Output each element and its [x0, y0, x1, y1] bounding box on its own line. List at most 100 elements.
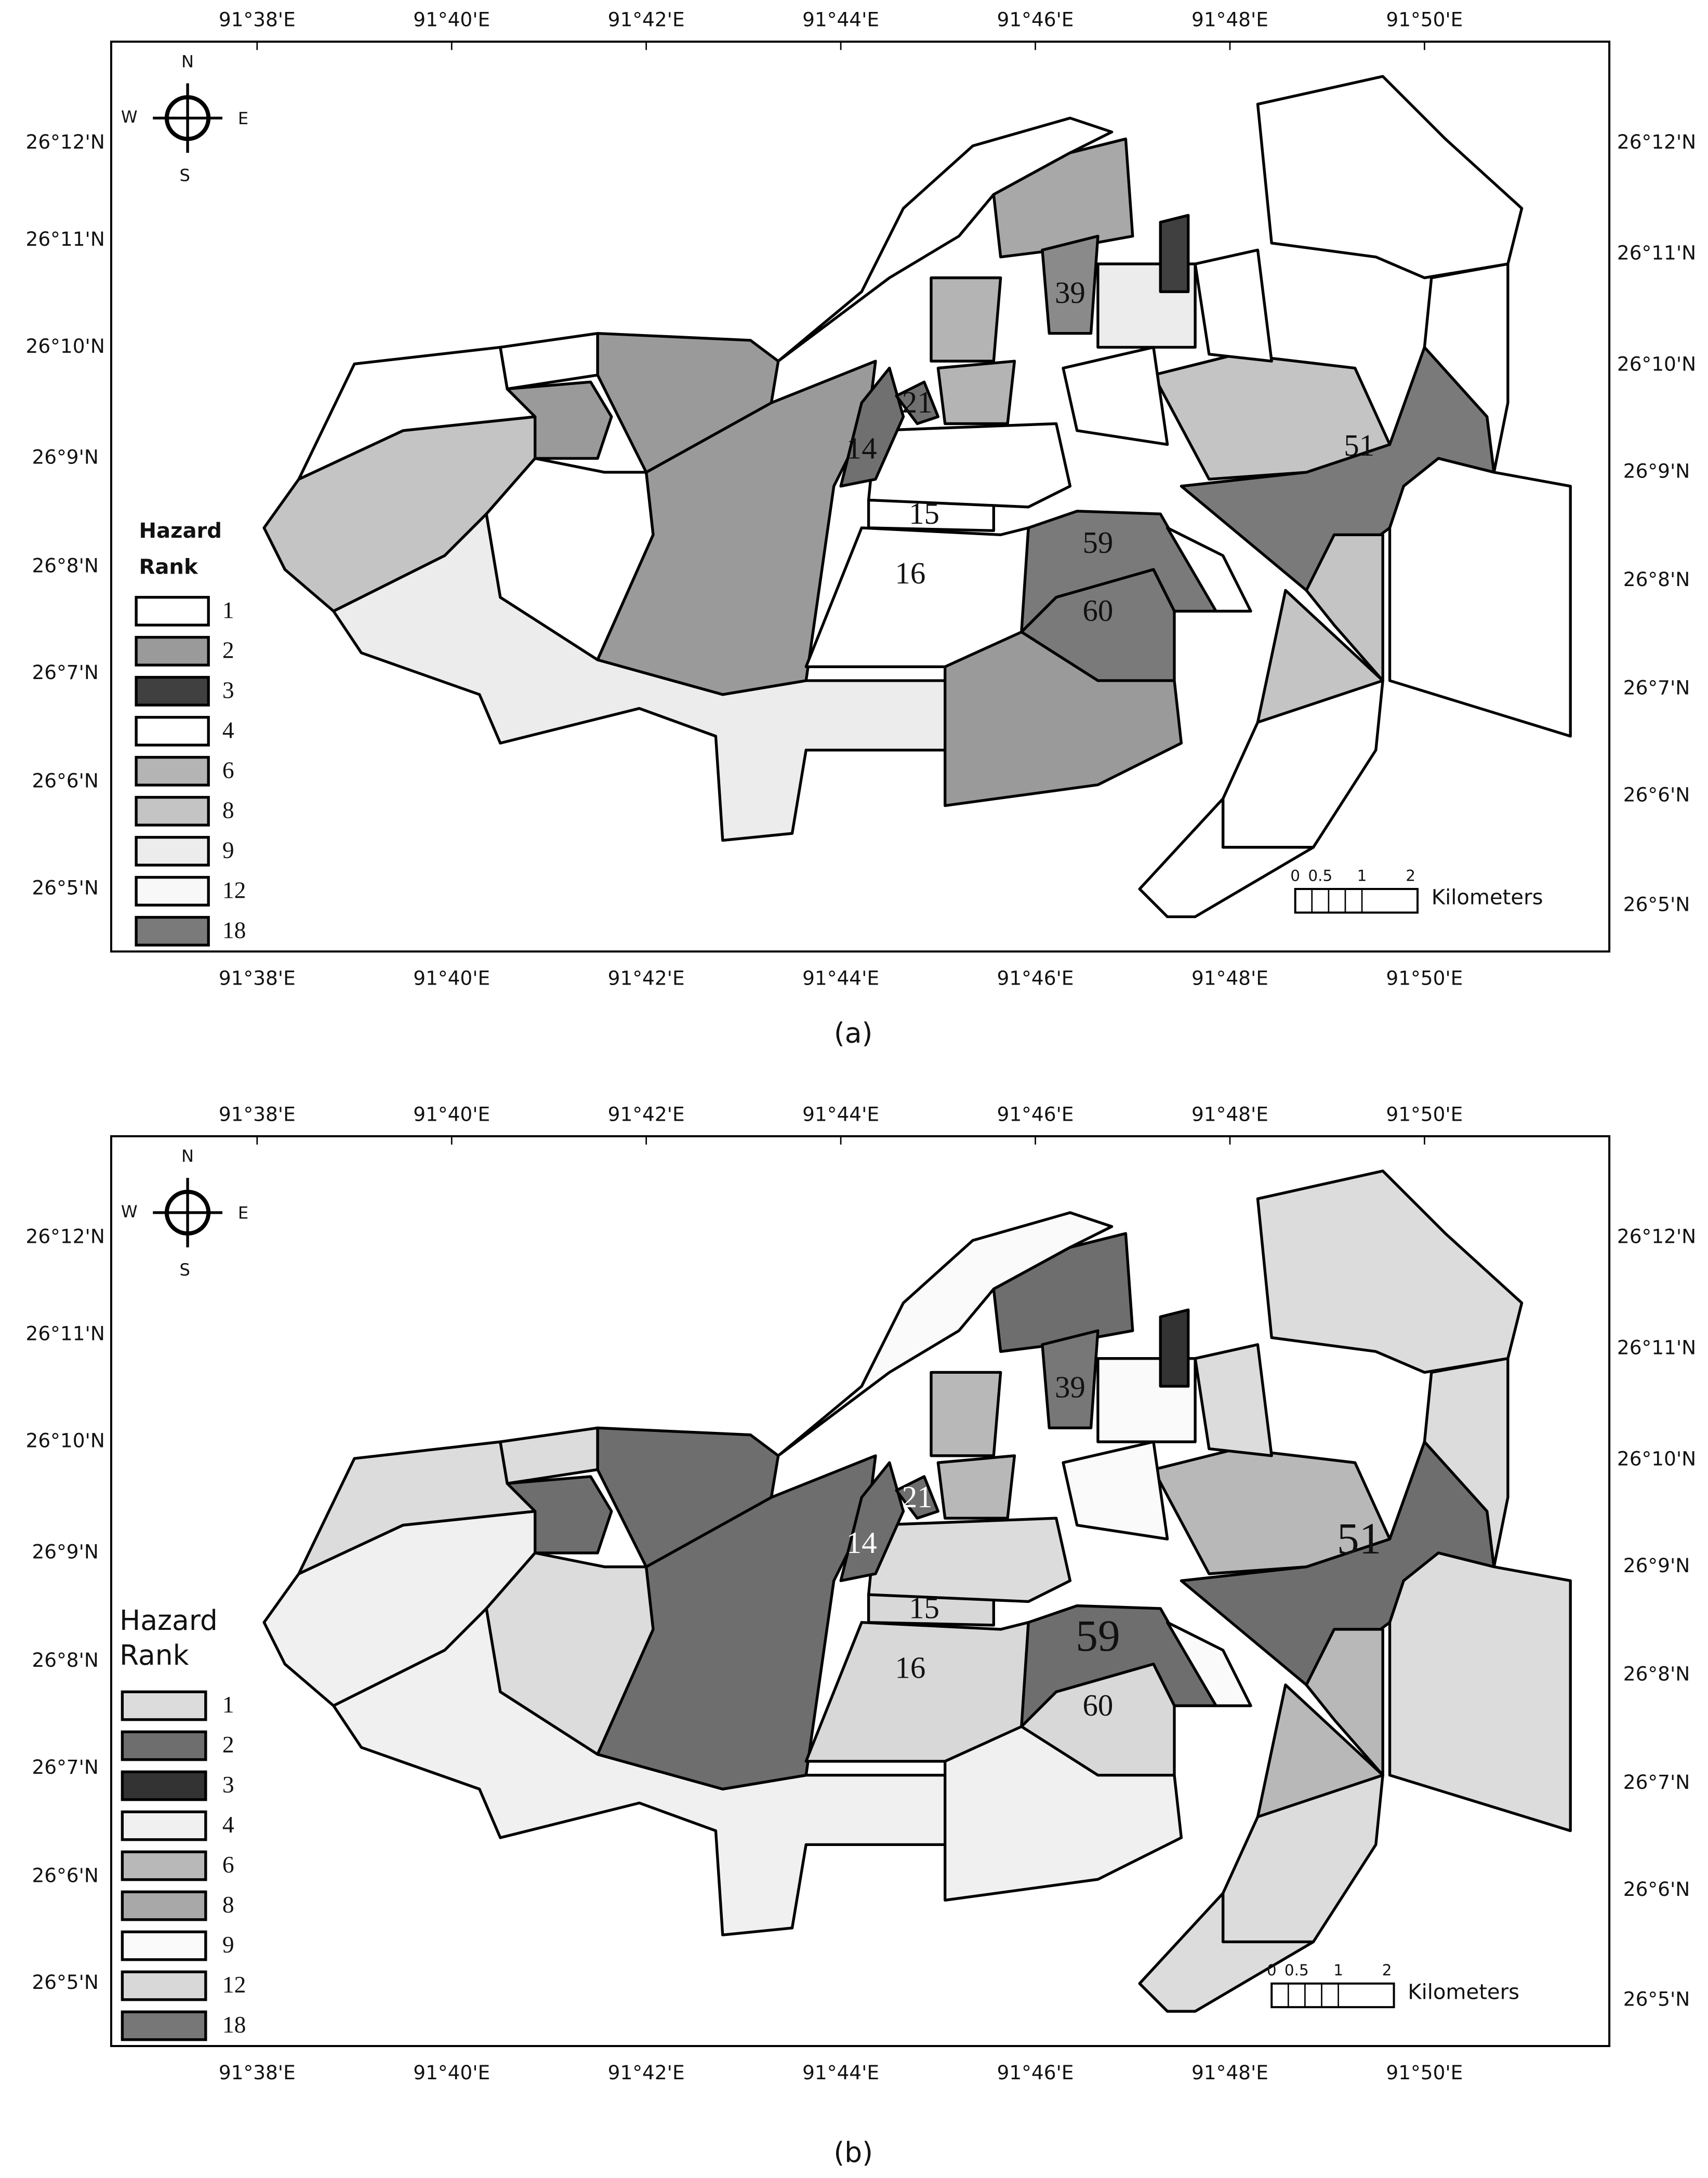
ward-region [1138, 1892, 1315, 2013]
longitude-label: 91°48'E [1191, 8, 1268, 31]
longitude-label: 91°42'E [608, 1103, 685, 1125]
latitude-label: 26°6'N [1623, 783, 1690, 806]
longitude-label: 91°50'E [1386, 966, 1463, 989]
legend-swatch [135, 595, 210, 627]
legend-swatch [135, 715, 210, 747]
ward-region [1166, 1621, 1252, 1707]
longitude-label: 91°38'E [219, 1103, 296, 1125]
longitude-label: 91°44'E [802, 966, 879, 989]
ward-region [596, 331, 780, 474]
region-label: 60 [1082, 1689, 1113, 1722]
legend-label: 2 [222, 636, 234, 663]
region-label: 59 [1076, 1611, 1120, 1661]
legend-swatch [121, 1970, 207, 2001]
ward-region [1388, 457, 1572, 738]
ward-region [506, 1475, 613, 1555]
longitude-label: 91°50'E [1386, 2061, 1463, 2084]
longitude-label: 91°46'E [997, 8, 1074, 31]
legend-swatch [121, 1850, 207, 1881]
ward-region [839, 1461, 905, 1583]
scale-bar [1294, 888, 1419, 914]
latitude-label: 26°7'N [32, 1756, 98, 1778]
scale-tick-label: 0.5 [1285, 1961, 1309, 1979]
legend-label: 12 [222, 876, 246, 903]
ward-region [992, 1232, 1134, 1353]
ward-region [1159, 1308, 1190, 1388]
latitude-label: 26°6'N [32, 769, 98, 792]
legend-label: 2 [222, 1731, 234, 1758]
legend-label: 18 [222, 917, 246, 943]
legend-label: 1 [222, 1691, 234, 1718]
latitude-label: 26°5'N [32, 1971, 98, 1994]
map-panel: 392114151659605191°38'E91°38'E91°40'E91°… [26, 1103, 1697, 2169]
ward-region [596, 1426, 780, 1569]
legend-swatch [135, 675, 210, 707]
ward-region [499, 331, 599, 391]
figure-caption: (b) [833, 2136, 873, 2169]
latitude-label: 26°10'N [26, 1429, 105, 1452]
longitude-label: 91°38'E [219, 2061, 296, 2084]
region-label: 21 [902, 1480, 933, 1514]
compass-letter: E [238, 109, 248, 128]
compass-letter: S [180, 1260, 190, 1280]
region-label: 59 [1082, 526, 1113, 560]
legend-swatch [135, 755, 210, 787]
compass-arrows [153, 83, 222, 153]
ward-region [1138, 797, 1315, 919]
latitude-label: 26°7'N [1623, 1771, 1690, 1794]
scale-tick-label: 2 [1406, 867, 1415, 884]
longitude-label: 91°44'E [802, 8, 879, 31]
longitude-label: 91°46'E [997, 1103, 1074, 1125]
ward-region [930, 1371, 1002, 1457]
legend-swatch [121, 1810, 207, 1841]
ward-region [867, 1517, 1072, 1603]
latitude-label: 26°12'N [26, 1225, 105, 1248]
ward-region [944, 630, 1183, 807]
legend-swatch [121, 1930, 207, 1961]
ward-region [1305, 533, 1384, 682]
longitude-label: 91°48'E [1191, 966, 1268, 989]
legend-swatch [135, 835, 210, 867]
longitude-label: 91°46'E [997, 966, 1074, 989]
scale-tick-label: 0 [1267, 1961, 1277, 1979]
ward-region [1423, 262, 1510, 474]
compass-letter: W [121, 1202, 138, 1221]
longitude-label: 91°48'E [1191, 1103, 1268, 1125]
legend-swatch [121, 1730, 207, 1761]
legend-label: 12 [222, 1971, 246, 1998]
ward-region [1166, 526, 1252, 613]
region-label: 16 [895, 1651, 925, 1685]
longitude-label: 91°40'E [413, 2061, 490, 2084]
legend-label: 3 [222, 676, 234, 703]
longitude-label: 91°42'E [608, 2061, 685, 2084]
ward-region [1041, 1329, 1100, 1429]
legend-label: 18 [222, 2011, 246, 2038]
legend-label: 1 [222, 596, 234, 623]
compass-arrows [153, 1178, 222, 1247]
latitude-label: 26°12'N [1617, 130, 1696, 153]
compass-letter: S [180, 166, 190, 185]
latitude-label: 26°10'N [1617, 353, 1696, 376]
ward-region [930, 276, 1002, 363]
latitude-label: 26°11'N [26, 1322, 105, 1345]
legend-title: Hazard [139, 519, 222, 543]
ward-region [499, 1426, 599, 1485]
longitude-label: 91°40'E [413, 966, 490, 989]
scale-tick-label: 1 [1357, 867, 1367, 884]
scale-tick-label: 0.5 [1308, 867, 1332, 884]
legend-swatch [121, 1890, 207, 1921]
latitude-label: 26°12'N [1617, 1225, 1696, 1248]
latitude-label: 26°10'N [1617, 1447, 1696, 1470]
latitude-label: 26°7'N [1623, 676, 1690, 699]
region-label: 39 [1055, 276, 1085, 310]
latitude-label: 26°6'N [32, 1864, 98, 1887]
legend-swatch [121, 1770, 207, 1801]
ward-region [1388, 1551, 1572, 1832]
longitude-label: 91°38'E [219, 8, 296, 31]
legend-label: 4 [222, 1811, 234, 1838]
scale-bar [1270, 1982, 1395, 2009]
legend-label: 8 [222, 1891, 234, 1918]
ward-region [777, 1211, 1114, 1457]
compass-letter: N [181, 51, 194, 71]
